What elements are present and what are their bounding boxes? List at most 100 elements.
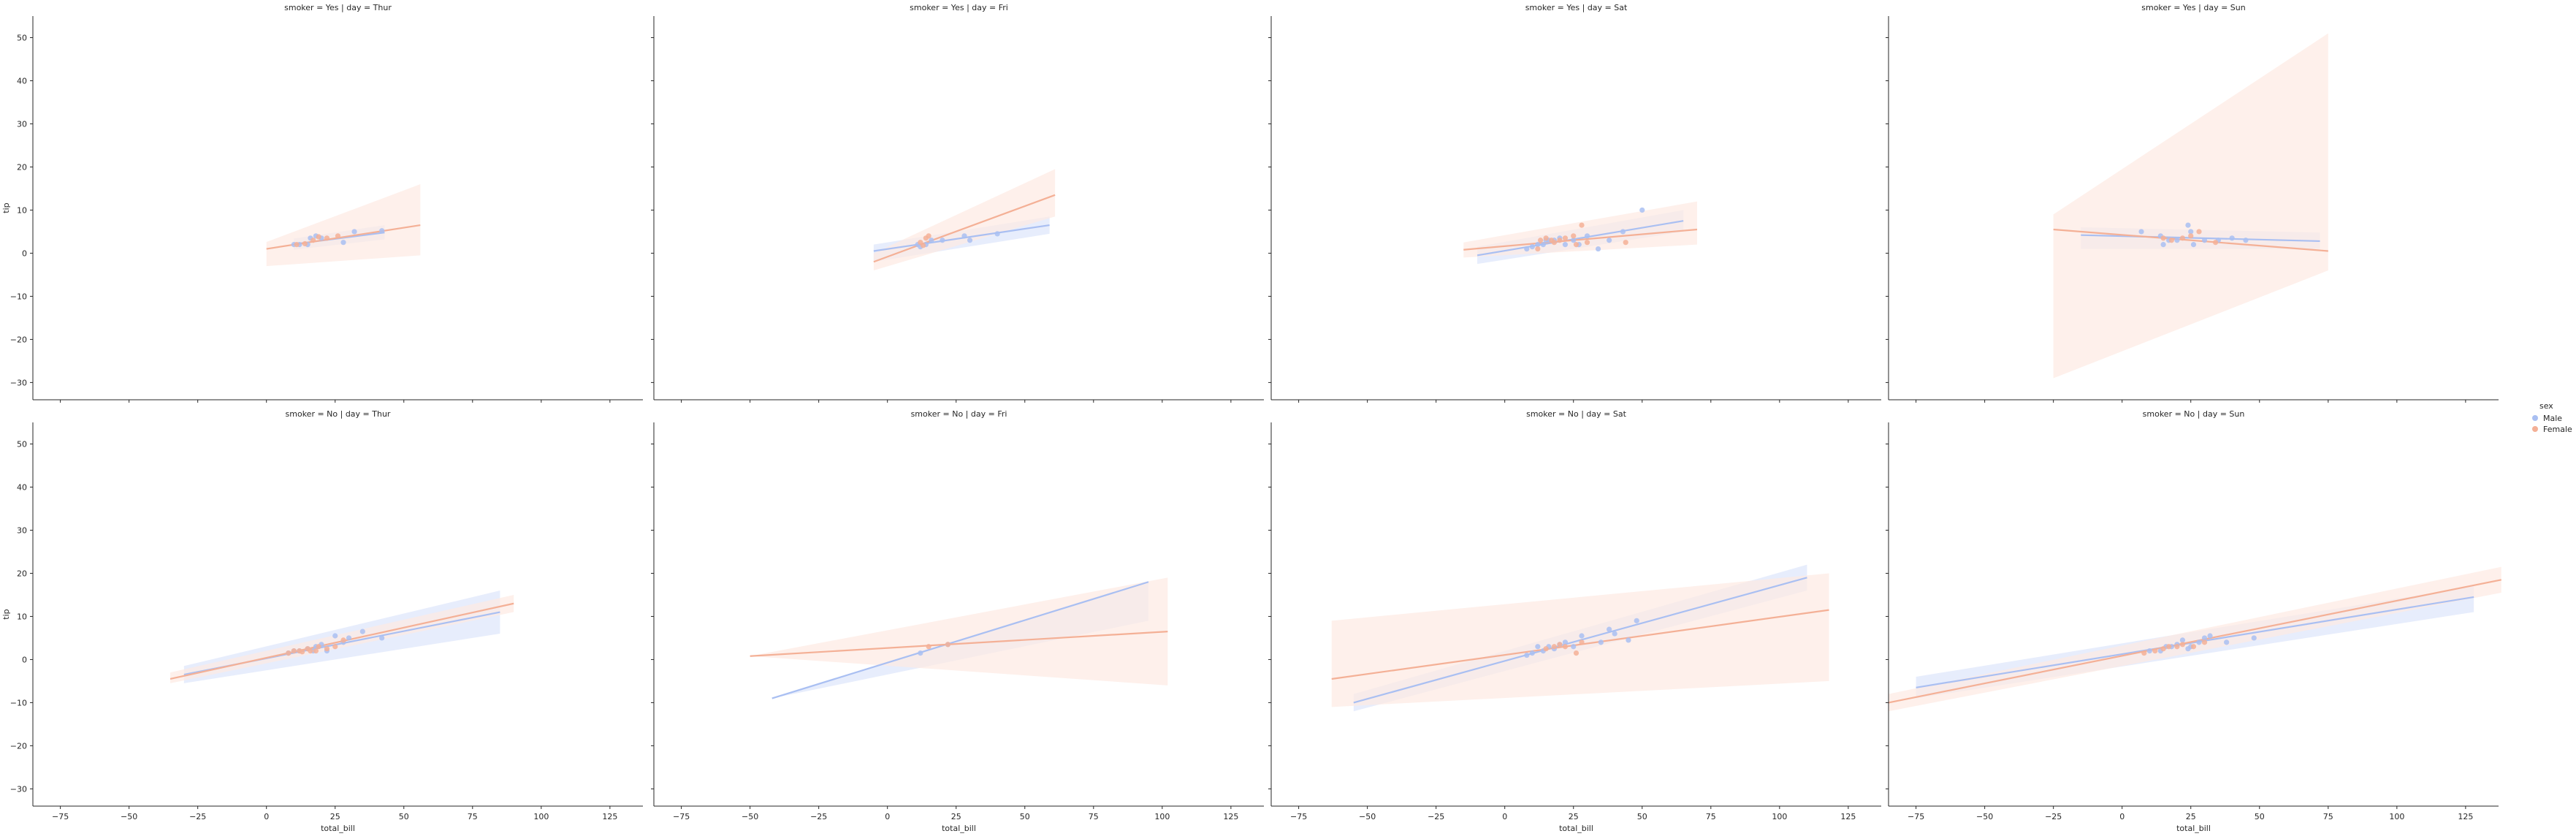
regression-line-female	[2053, 228, 2328, 252]
legend: sex Male Female	[2532, 401, 2572, 434]
x-tick-label: −75	[673, 812, 690, 821]
data-point-male	[2243, 238, 2249, 243]
x-tick-label: 125	[2458, 812, 2473, 821]
regression-line-male	[1916, 596, 2474, 688]
data-point-male	[359, 629, 365, 634]
data-point-female	[2190, 644, 2197, 650]
data-point-female	[308, 648, 313, 654]
y-tick-label: −20	[10, 741, 27, 751]
data-point-male	[332, 633, 338, 639]
y-tick-label: 20	[17, 569, 27, 578]
y-axis-label: tip	[1, 609, 11, 619]
data-point-male	[1535, 644, 1541, 650]
data-point-male	[340, 240, 346, 246]
panel-title: smoker = Yes | day = Sun	[2141, 3, 2246, 12]
data-point-male	[1571, 644, 1577, 650]
x-tick-label: −75	[1908, 812, 1924, 821]
y-tick-label: 30	[17, 525, 27, 535]
data-point-male	[1626, 637, 1631, 643]
data-point-male	[2251, 635, 2257, 641]
x-tick-label: 75	[2323, 812, 2333, 821]
x-tick-label: −50	[1976, 812, 1993, 821]
data-point-female	[945, 642, 951, 648]
panel-title: smoker = No | day = Sun	[2143, 409, 2245, 419]
y-tick-label: 10	[17, 205, 27, 215]
data-point-male	[929, 238, 934, 243]
confidence-band-female	[1463, 201, 1697, 258]
data-point-female	[302, 240, 308, 247]
data-point-male	[1598, 639, 1604, 645]
y-tick-label: −10	[10, 698, 27, 707]
data-point-female	[1573, 650, 1579, 656]
x-tick-label: −75	[52, 812, 69, 821]
regression-line-male	[1476, 220, 1684, 257]
data-point-male	[1524, 246, 1530, 252]
regression-line-male	[2081, 234, 2320, 243]
x-tick-label: 125	[602, 812, 617, 821]
panel-title: smoker = Yes | day = Fri	[910, 3, 1008, 12]
data-point-female	[313, 648, 319, 654]
x-tick-label: 0	[885, 812, 890, 821]
data-point-female	[286, 650, 291, 656]
data-point-female	[2188, 233, 2194, 239]
data-point-male	[2138, 229, 2144, 235]
data-point-female	[2196, 229, 2202, 235]
data-point-female	[300, 649, 305, 655]
data-point-male	[1634, 618, 1639, 623]
y-axis-label: tip	[1, 202, 11, 213]
y-tick-label: 50	[17, 33, 27, 42]
data-point-female	[2160, 646, 2166, 652]
regression-line-male	[771, 581, 1149, 699]
data-point-female	[1557, 238, 1563, 243]
data-point-female	[1543, 235, 1549, 241]
y-tick-label: 30	[17, 119, 27, 129]
data-point-male	[1562, 242, 1569, 248]
x-tick-label: −50	[1359, 812, 1376, 821]
data-point-female	[921, 243, 926, 248]
y-tick-label: 40	[17, 482, 27, 492]
x-tick-label: −25	[189, 812, 206, 821]
data-point-female	[2179, 235, 2186, 241]
data-point-female	[324, 646, 330, 652]
data-point-male	[379, 635, 385, 641]
y-tick-label: −30	[10, 378, 27, 387]
x-tick-label: −25	[1428, 812, 1444, 821]
data-point-female	[2141, 650, 2147, 656]
data-point-male	[2160, 242, 2166, 248]
facet-panel: smoker = No | day = Sat −75 −50 −25 0 25 50 75 1…	[1268, 409, 1881, 833]
data-point-female	[1579, 222, 1585, 228]
data-point-male	[1571, 238, 1577, 243]
data-point-male	[940, 238, 945, 243]
data-point-female	[1562, 235, 1569, 241]
data-point-female	[1579, 639, 1585, 645]
x-tick-label: −50	[121, 812, 137, 821]
x-tick-label: 0	[264, 812, 269, 821]
data-point-female	[1557, 642, 1563, 648]
y-tick-label: −20	[10, 335, 27, 344]
data-point-male	[2196, 639, 2202, 645]
facet-panel: smoker = No | day = Thur −30 −20 −10 0 10 20 30…	[1, 409, 643, 833]
data-point-female	[2212, 240, 2219, 246]
x-tick-label: 100	[1154, 812, 1170, 821]
x-tick-label: 100	[1772, 812, 1787, 821]
y-tick-label: 10	[17, 612, 27, 621]
data-point-male	[2207, 633, 2213, 639]
data-point-male	[1639, 207, 1645, 213]
facet-panel: smoker = Yes | day = Sun	[1886, 3, 2499, 403]
x-tick-label: 25	[330, 812, 340, 821]
facet-panel: smoker = No | day = Fri −75 −50 −25 0 25 50 75 1…	[651, 409, 1264, 833]
data-point-male	[346, 635, 352, 641]
x-tick-label: −75	[1290, 812, 1307, 821]
data-point-female	[294, 242, 300, 248]
regression-line-female	[750, 630, 1168, 657]
data-point-female	[316, 644, 321, 650]
x-tick-label: 25	[951, 812, 961, 821]
x-tick-label: 25	[1569, 812, 1579, 821]
data-point-female	[332, 644, 338, 650]
data-point-female	[1562, 644, 1569, 650]
legend-title: sex	[2539, 401, 2553, 411]
facet-panel: smoker = Yes | day = Fri	[651, 3, 1264, 403]
data-point-female	[2201, 639, 2208, 645]
data-point-female	[1571, 233, 1577, 239]
